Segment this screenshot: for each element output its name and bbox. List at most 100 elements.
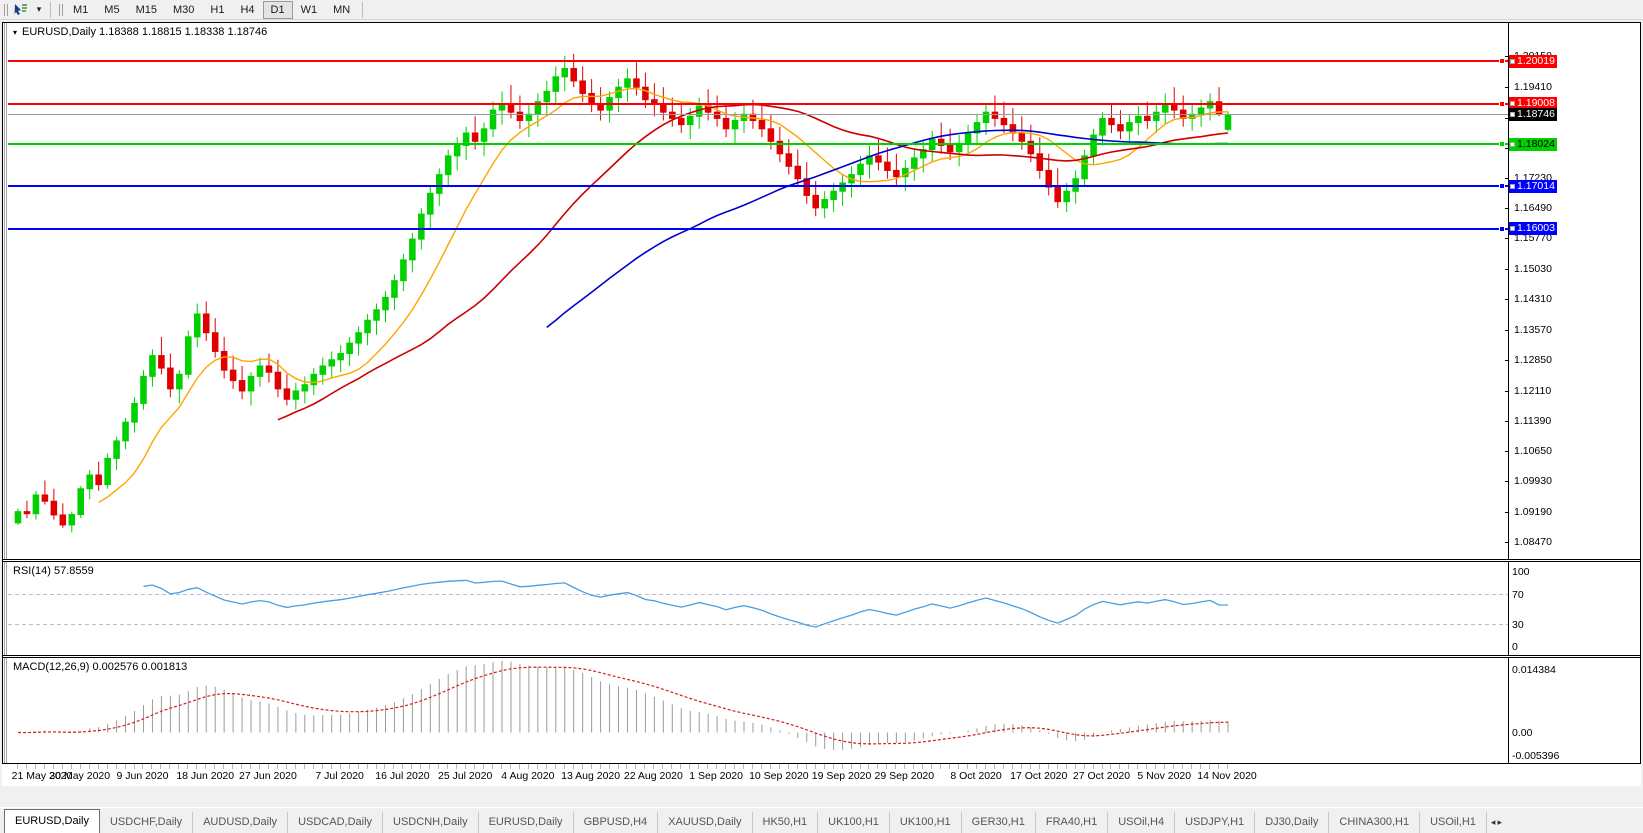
rsi-plot-area[interactable] (8, 562, 1508, 655)
date-tick (223, 764, 225, 769)
price-tag-1.19008[interactable]: 1.19008 (1509, 97, 1557, 111)
horizontal-line-1.19008[interactable] (8, 100, 1508, 107)
price-tick-mark (1505, 148, 1508, 149)
date-tick (967, 764, 969, 769)
price-plot-area[interactable] (8, 23, 1508, 559)
price-tick-mark (1505, 299, 1508, 300)
price-tag-handle-icon[interactable] (1510, 141, 1515, 147)
macd-panel-grip[interactable] (3, 658, 8, 763)
toolbar-separator-2 (362, 1, 364, 18)
date-tick (1164, 764, 1166, 769)
date-tick (160, 764, 162, 769)
date-axis-label: 1 Sep 2020 (689, 770, 743, 782)
date-tick (581, 764, 583, 769)
chart-tab-audusd-daily[interactable]: AUDUSD,Daily (193, 812, 289, 833)
price-panel[interactable]: ▾ EURUSD,Daily 1.18388 1.18815 1.18338 1… (3, 23, 1640, 559)
chart-tab-gbpusd-h4[interactable]: GBPUSD,H4 (574, 812, 659, 833)
chart-title: ▾ EURUSD,Daily 1.18388 1.18815 1.18338 1… (13, 26, 267, 38)
timeframe-button-m15[interactable]: M15 (135, 3, 157, 16)
horizontal-line-1.17014[interactable] (8, 183, 1508, 190)
chart-canvas[interactable]: ▾ EURUSD,Daily 1.18388 1.18815 1.18338 1… (2, 22, 1641, 764)
timeframe-button-h1[interactable]: H1 (210, 3, 225, 16)
price-tick-label: 1.09930 (1514, 475, 1552, 487)
chart-tab-xauusd-daily[interactable]: XAUUSD,Daily (658, 812, 753, 833)
horizontal-line-1.16003[interactable] (8, 225, 1508, 232)
toolbar-dropdown-arrow-icon[interactable]: ▾ (36, 4, 42, 14)
date-tick (527, 764, 529, 769)
horizontal-line-anchor[interactable] (1499, 225, 1505, 232)
date-tick (43, 764, 45, 769)
panel-divider-2b (3, 657, 1640, 658)
timeframe-group-grip[interactable] (57, 2, 65, 18)
macd-panel[interactable]: MACD(12,26,9) 0.002576 0.001813 0.014384… (3, 658, 1640, 763)
price-tag-handle-icon[interactable] (1510, 111, 1515, 117)
chart-tab-usdcad-daily[interactable]: USDCAD,Daily (288, 812, 384, 833)
toolbar-grip[interactable] (2, 2, 10, 18)
chart-tab-usdcnh-daily[interactable]: USDCNH,Daily (383, 812, 479, 833)
tab-next-icon[interactable]: ▸ (1497, 817, 1502, 827)
timeframe-button-d1[interactable]: D1 (262, 0, 293, 19)
chart-tab-fra40-h1[interactable]: FRA40,H1 (1036, 812, 1109, 833)
horizontal-line-1.18024[interactable] (8, 141, 1508, 148)
date-tick (1083, 764, 1085, 769)
chart-tab-hk50-h1[interactable]: HK50,H1 (753, 812, 819, 833)
horizontal-line-anchor[interactable] (1499, 100, 1505, 107)
chart-tab-usdchf-daily[interactable]: USDCHF,Daily (100, 812, 194, 833)
price-tick-mark (1505, 87, 1508, 88)
date-tick (294, 764, 296, 769)
horizontal-line-anchor[interactable] (1499, 183, 1505, 190)
rsi-panel[interactable]: RSI(14) 57.8559 100 70 30 0 (3, 562, 1640, 655)
date-tick (133, 764, 135, 769)
timeframe-button-m5[interactable]: M5 (104, 3, 120, 16)
price-tag-handle-icon[interactable] (1510, 101, 1515, 107)
price-tag-handle-icon[interactable] (1510, 58, 1515, 64)
date-tick (931, 764, 933, 769)
rsi-panel-grip[interactable] (3, 562, 8, 655)
macd-title: MACD(12,26,9) 0.002576 0.001813 (13, 661, 188, 673)
chart-tab-eurusd-daily[interactable]: EURUSD,Daily (4, 809, 100, 833)
cursor-tools-icon[interactable] (10, 1, 32, 19)
current-price-tag[interactable]: 1.18746 (1509, 107, 1557, 121)
chart-tab-usdjpy-h1[interactable]: USDJPY,H1 (1175, 812, 1256, 833)
timeframe-button-h4[interactable]: H4 (240, 3, 255, 16)
price-tag-1.18024[interactable]: 1.18024 (1509, 137, 1557, 151)
tab-prev-icon[interactable]: ◂ (1490, 817, 1496, 827)
chart-tab-eurusd-daily[interactable]: EURUSD,Daily (479, 812, 574, 833)
date-tick (330, 764, 332, 769)
price-tag-handle-icon[interactable] (1510, 183, 1515, 189)
date-tick (841, 764, 843, 769)
date-tick (97, 764, 99, 769)
timeframe-button-m30[interactable]: M30 (172, 3, 195, 16)
main-toolbar: ▾ M1 M5 M15 M30 H1 H4 D1 W1 MN (0, 0, 1643, 20)
price-tag-handle-icon[interactable] (1510, 226, 1515, 232)
date-tick (447, 764, 449, 769)
timeframe-button-mn[interactable]: MN (333, 3, 351, 16)
price-tag-1.16003[interactable]: 1.16003 (1509, 222, 1557, 236)
timeframe-button-w1[interactable]: W1 (300, 3, 318, 16)
chart-tab-uk100-h1[interactable]: UK100,H1 (818, 812, 890, 833)
chart-tab-uk100-h1[interactable]: UK100,H1 (890, 812, 962, 833)
chart-tab-china300-h1[interactable]: CHINA300,H1 (1329, 812, 1421, 833)
horizontal-line-1.20019[interactable] (8, 58, 1508, 65)
date-tick (635, 764, 637, 769)
price-tick-mark (1505, 208, 1508, 209)
date-axis[interactable]: 21 May 2020 30 May 2020 9 Jun 2020 18 Jun 2… (2, 764, 1641, 786)
price-tag-1.17014[interactable]: 1.17014 (1509, 179, 1557, 193)
macd-plot-area[interactable] (8, 658, 1508, 763)
chart-tab-ger30-h1[interactable]: GER30,H1 (962, 812, 1036, 833)
date-tick (259, 764, 260, 769)
horizontal-line-anchor[interactable] (1499, 58, 1505, 65)
horizontal-line-anchor[interactable] (1499, 141, 1505, 148)
date-axis-label: 30 May 2020 (49, 770, 111, 782)
price-tag-1.20019[interactable]: 1.20019 (1509, 54, 1557, 68)
date-tick (1182, 764, 1184, 769)
price-tick-mark (1505, 330, 1508, 331)
timeframe-button-m1[interactable]: M1 (73, 3, 89, 16)
chart-tab-dj30-daily[interactable]: DJ30,Daily (1255, 812, 1330, 833)
chart-tab-usoil-h1[interactable]: USOil,H1 (1420, 812, 1487, 833)
price-panel-grip[interactable] (3, 23, 8, 559)
date-tick (976, 764, 978, 769)
chart-tab-usoil-h4[interactable]: USOil,H4 (1108, 812, 1176, 833)
chart-title-caret-icon[interactable]: ▾ (13, 27, 18, 37)
date-axis-label: 27 Oct 2020 (1072, 770, 1131, 782)
